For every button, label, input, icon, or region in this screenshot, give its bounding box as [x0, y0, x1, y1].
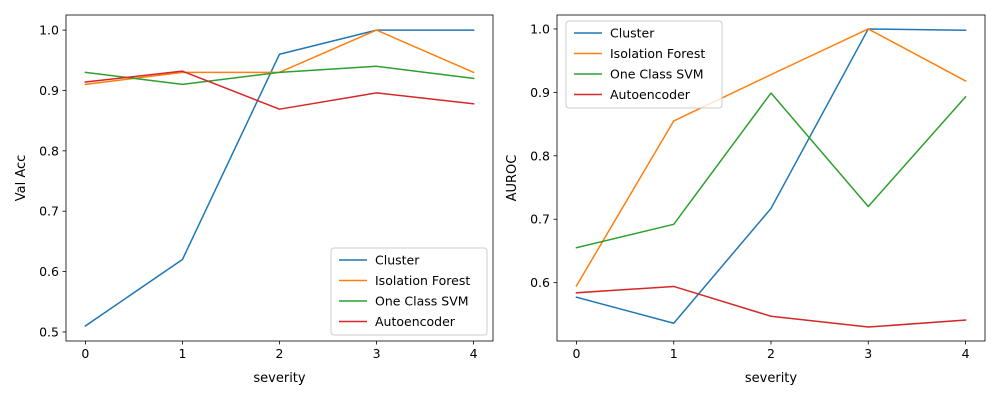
x-tick-label: 1 — [178, 346, 186, 361]
series-line-isolation-forest — [575, 28, 967, 287]
x-tick-label: 4 — [962, 346, 970, 361]
y-tick-label: 0.7 — [39, 204, 59, 219]
legend-label: Isolation Forest — [375, 273, 470, 288]
y-tick-label: 0.6 — [39, 264, 59, 279]
series-line-isolation-forest — [84, 29, 475, 86]
legend-label: Cluster — [610, 26, 655, 41]
chart-panel-2: 0 1 2 3 4 0.6 0.7 0.8 0.9 1.0 severity AUROC Cluster… — [505, 14, 986, 386]
y-tick-label: 0.5 — [39, 324, 59, 339]
y-tick-label: 0.8 — [530, 148, 550, 163]
legend-box — [565, 20, 723, 109]
legend-label: Isolation Forest — [610, 46, 705, 61]
legend-label: One Class SVM — [610, 67, 704, 82]
x-axis-label: severity — [253, 371, 306, 386]
x-axis-label: severity — [745, 371, 798, 386]
series-line-autoencoder — [84, 70, 475, 110]
y-tick-label: 1.0 — [530, 21, 550, 36]
y-tick-label: 0.8 — [39, 143, 59, 158]
series-line-cluster — [84, 29, 475, 327]
legend-label: Autoencoder — [610, 87, 691, 102]
x-tick-label: 0 — [572, 346, 580, 361]
x-tick-label: 2 — [767, 346, 775, 361]
chart-panel-1: 0 1 2 3 4 0.5 0.6 0.7 0.8 0.9 1.0 severity Val Acc Cl… — [14, 14, 494, 386]
series-line-cluster — [575, 28, 967, 324]
legend-box — [330, 247, 488, 336]
x-tick-label: 2 — [276, 346, 284, 361]
x-tick-label: 3 — [864, 346, 872, 361]
series-line-one-class-svm — [84, 65, 475, 86]
y-axis-label: AUROC — [505, 155, 520, 202]
y-tick-label: 0.6 — [530, 275, 550, 290]
x-tick-label: 3 — [373, 346, 381, 361]
legend: Cluster Isolation Forest One Class SVM Auto… — [330, 247, 488, 336]
legend-label: Autoencoder — [375, 314, 456, 329]
y-axis-label: Val Acc — [14, 155, 29, 202]
series-line-autoencoder — [575, 285, 967, 328]
y-tick-label: 1.0 — [39, 23, 59, 38]
y-tick-label: 0.7 — [530, 212, 550, 227]
y-tick-label: 0.9 — [39, 83, 59, 98]
legend: Cluster Isolation Forest One Class SVM Auto… — [565, 20, 723, 109]
y-tick-label: 0.9 — [530, 85, 550, 100]
x-tick-label: 4 — [470, 346, 478, 361]
series-line-one-class-svm — [575, 92, 967, 249]
legend-label: One Class SVM — [375, 294, 469, 309]
legend-label: Cluster — [375, 253, 420, 268]
x-tick-label: 1 — [670, 346, 678, 361]
x-tick-label: 0 — [81, 346, 89, 361]
